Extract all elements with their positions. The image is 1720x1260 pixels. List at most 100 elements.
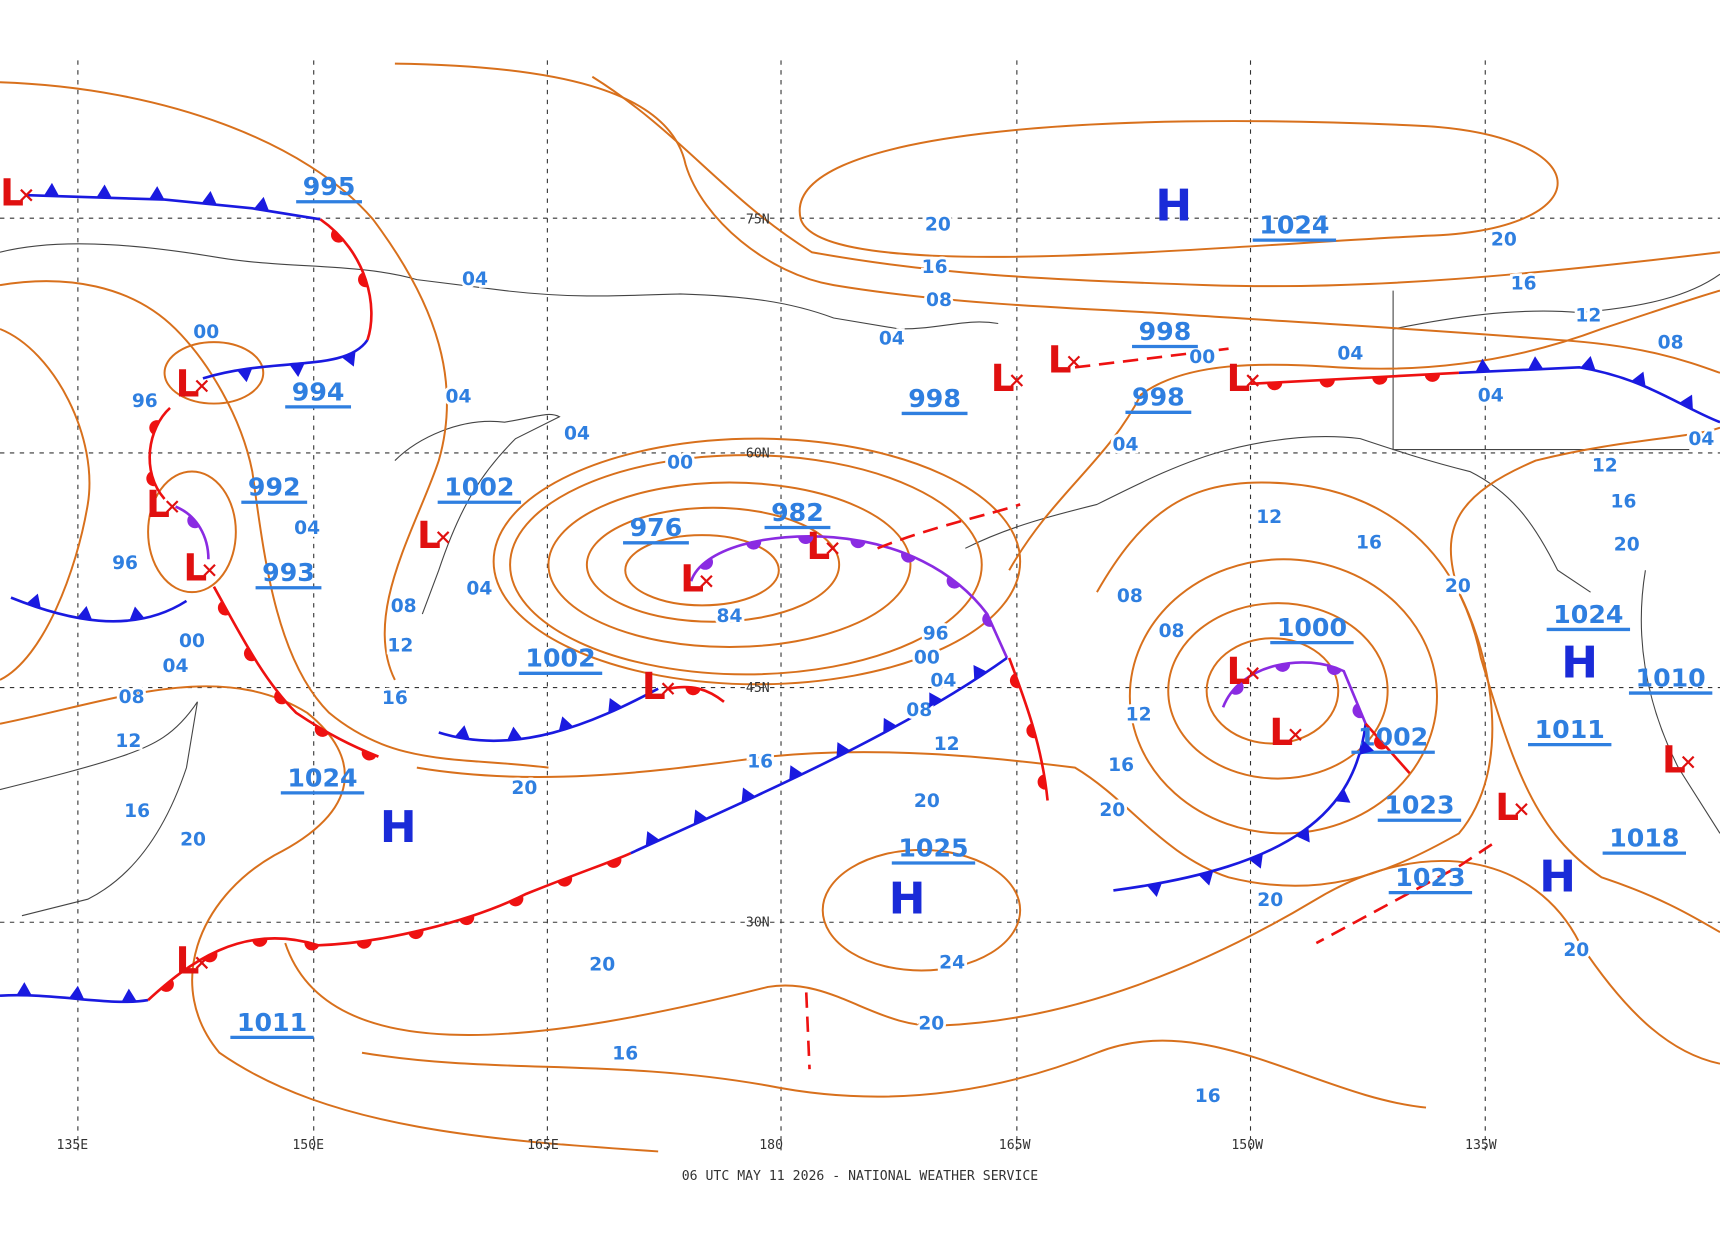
- longitude-label: 165W: [999, 1138, 1031, 1153]
- isobar: [416, 426, 1720, 887]
- occluded-front-barb: [850, 539, 866, 549]
- isobar: [0, 328, 91, 681]
- isobar-label: 08: [926, 290, 952, 311]
- isobar-label: 96: [132, 391, 158, 412]
- high-center: H: [380, 802, 417, 853]
- trough: [877, 347, 1229, 550]
- warm-front-barb: [358, 272, 368, 288]
- low-center: L: [1662, 738, 1686, 782]
- cold-front-barb: [1359, 739, 1375, 755]
- isobar-label: 12: [1592, 456, 1618, 477]
- warm-front-barb: [149, 420, 160, 435]
- cold-front-barb: [836, 742, 851, 758]
- low-center: L: [1227, 649, 1251, 693]
- latitude-label: 30N: [746, 916, 770, 931]
- pressure-label: 992: [248, 473, 301, 502]
- low-center-cross: [203, 563, 216, 577]
- cold-front-barb: [129, 606, 145, 621]
- isobar-label: 04: [564, 424, 590, 445]
- isobar-label: 12: [387, 635, 413, 656]
- warm-front-barb: [361, 749, 377, 761]
- warm-front-barb: [1319, 379, 1335, 388]
- cold-front: [10, 596, 188, 623]
- isobar: [361, 1039, 1427, 1109]
- cold-front-barb: [253, 196, 270, 212]
- low-center: L: [642, 664, 666, 708]
- warm-front: [212, 586, 379, 758]
- low-center: L: [680, 557, 704, 601]
- isobar-label: 20: [1614, 535, 1640, 556]
- isobar-label: 16: [1611, 492, 1637, 513]
- cold-front-barb: [507, 726, 523, 741]
- cold-front-barb: [341, 351, 356, 367]
- isobar-label: 08: [119, 687, 145, 708]
- isobar: [1167, 602, 1389, 780]
- isobar-label: 16: [382, 688, 408, 709]
- isobar-label: 04: [446, 386, 472, 407]
- isobars: [0, 62, 1720, 1153]
- cold-front: [630, 656, 1008, 855]
- warm-front: [668, 685, 725, 703]
- occluded-front-barb: [798, 536, 814, 544]
- isobar-label: 04: [1688, 429, 1714, 450]
- warm-front-barb: [314, 725, 329, 737]
- isobar-label: 20: [1099, 800, 1125, 821]
- isobar-label: 84: [717, 606, 743, 627]
- isobar-label: 12: [115, 731, 141, 752]
- cold-front-barb: [1248, 853, 1263, 869]
- low-center: L: [176, 362, 200, 406]
- cold-front-barb: [973, 664, 988, 681]
- isobar-label: 16: [747, 752, 773, 773]
- low-center-cross: [1289, 728, 1302, 741]
- low-center-cross: [826, 542, 839, 555]
- isobar: [147, 470, 237, 594]
- isobar-label: 04: [294, 518, 320, 539]
- warm-front-barb: [243, 646, 256, 662]
- latitude-label: 75N: [746, 213, 770, 228]
- pressure-label: 1024: [1259, 211, 1329, 240]
- low-center: L: [1227, 356, 1251, 400]
- coastline: [1640, 570, 1720, 834]
- occluded-front-barb: [1274, 663, 1291, 672]
- cold-front-barb: [558, 716, 574, 732]
- longitude-label: 165E: [527, 1138, 559, 1153]
- warm-front: [147, 851, 632, 1002]
- isobar-label: 96: [923, 623, 949, 644]
- isobar-label: 08: [906, 700, 932, 721]
- cold-front-barb: [1679, 394, 1693, 410]
- warm-front-barb: [252, 938, 268, 947]
- occluded-front-barb: [187, 515, 200, 529]
- isobar-label: 04: [462, 269, 488, 290]
- warm-front-barb: [685, 687, 701, 696]
- warm-front-barb: [1372, 376, 1388, 385]
- occluded-front-barb: [982, 612, 993, 627]
- isobar-label: 16: [1511, 274, 1537, 295]
- low-center: L: [146, 482, 170, 526]
- low-center: L: [991, 356, 1015, 400]
- pressure-label: 1023: [1384, 791, 1454, 820]
- isobar-label: 00: [179, 631, 205, 652]
- cold-front-barb: [1335, 788, 1351, 803]
- fronts: [0, 193, 1720, 1070]
- cold-front-barb: [1580, 355, 1596, 371]
- warm-front-barb: [202, 951, 218, 963]
- isobar-label: 20: [925, 214, 951, 235]
- isobar: [1008, 289, 1720, 571]
- isobar-label: 12: [934, 734, 960, 755]
- isobar-label: 04: [879, 328, 905, 349]
- isobar-label: 04: [1478, 385, 1504, 406]
- isobar: [509, 454, 983, 676]
- low-center-cross: [1010, 374, 1024, 387]
- isobar-label: 04: [1337, 344, 1363, 365]
- isobar-label: 20: [1491, 230, 1517, 251]
- cold-front-barb: [149, 186, 165, 200]
- cold-front-barb: [741, 787, 756, 803]
- isobar-label: 12: [1256, 507, 1282, 528]
- isobar-label: 12: [1126, 704, 1152, 725]
- footer: 06 UTC MAY 11 2026 - NATIONAL WEATHER SE…: [682, 1169, 1039, 1184]
- coastline: [394, 413, 561, 615]
- cold-front-barb: [289, 363, 305, 377]
- longitude-label: 135E: [57, 1138, 89, 1153]
- warm-front-barb: [606, 857, 622, 868]
- cold-front-barb: [883, 717, 897, 734]
